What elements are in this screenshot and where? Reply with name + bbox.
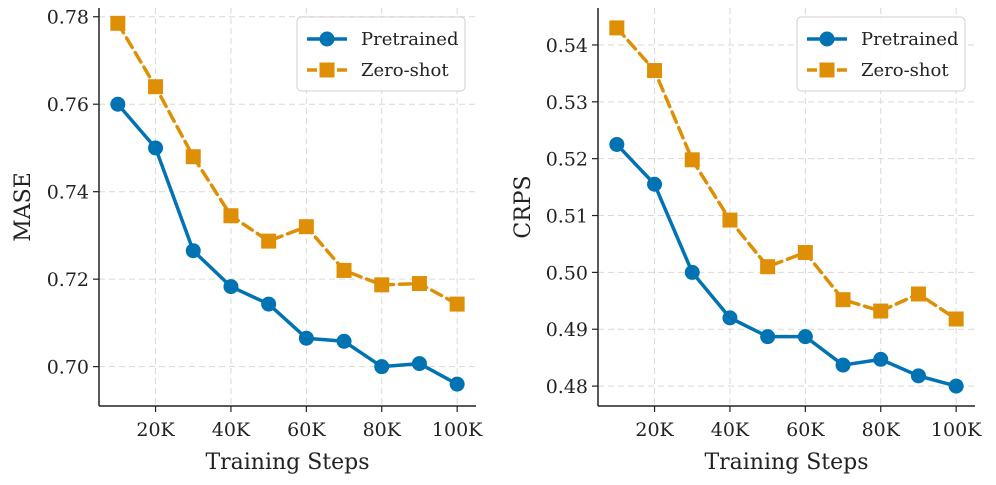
data-point-pretrained: [449, 376, 465, 392]
data-point-zero-shot: [148, 79, 164, 95]
legend-label-pretrained: Pretrained: [861, 29, 958, 50]
data-point-zero-shot: [336, 262, 352, 278]
data-point-zero-shot: [298, 219, 314, 235]
data-point-pretrained: [110, 96, 126, 112]
data-point-zero-shot: [449, 296, 465, 312]
legend-frame: [796, 16, 966, 92]
data-point-pretrained: [797, 329, 813, 345]
series-line-pretrained: [116, 102, 459, 386]
y-tick-label: 0.72: [47, 269, 89, 291]
data-point-pretrained: [411, 356, 427, 372]
data-point-pretrained: [684, 264, 700, 280]
legend-label-zero-shot: Zero-shot: [861, 60, 949, 81]
x-tick-label: 100K: [432, 419, 483, 441]
data-point-pretrained: [336, 333, 352, 349]
data-point-pretrained: [223, 279, 239, 295]
series-line-zero-shot: [116, 21, 459, 306]
y-tick-label: 0.74: [47, 182, 89, 204]
legend-label-zero-shot: Zero-shot: [361, 60, 449, 81]
y-tick-label: 0.70: [47, 357, 89, 379]
legend: Pretrained Zero-shot: [796, 16, 966, 92]
data-point-pretrained: [298, 330, 314, 346]
y-tick-label: 0.78: [47, 7, 89, 29]
legend-marker-zero-shot: [819, 62, 835, 78]
data-point-zero-shot: [948, 311, 964, 327]
x-axis-title: Training Steps: [704, 450, 868, 475]
series-line-zero-shot: [615, 26, 958, 321]
data-point-pretrained: [760, 329, 776, 345]
data-point-pretrained: [609, 136, 625, 152]
data-point-zero-shot: [609, 20, 625, 36]
data-point-pretrained: [948, 378, 964, 394]
x-tick-label: 40K: [212, 419, 251, 441]
y-axis-title: CRPS: [511, 175, 536, 238]
x-tick-label: 20K: [635, 419, 674, 441]
legend-label-pretrained: Pretrained: [361, 29, 458, 50]
legend-marker-pretrained: [819, 31, 835, 47]
legend-marker-zero-shot: [319, 62, 335, 78]
y-tick-label: 0.53: [546, 92, 588, 114]
x-tick-label: 100K: [931, 419, 982, 441]
data-point-zero-shot: [722, 212, 738, 228]
data-point-zero-shot: [760, 259, 776, 275]
legend-frame: [296, 16, 466, 92]
data-point-zero-shot: [261, 233, 277, 249]
data-point-zero-shot: [411, 276, 427, 292]
legend: Pretrained Zero-shot: [296, 16, 466, 92]
data-point-zero-shot: [185, 149, 201, 165]
data-point-pretrained: [261, 296, 277, 312]
data-point-zero-shot: [873, 303, 889, 319]
data-point-zero-shot: [110, 15, 126, 31]
chart-crps: 0.48 0.49 0.50 0.51 0.52 0.53 0.54 20K 40K 60K 80K…: [511, 8, 982, 475]
y-tick-label: 0.49: [546, 319, 588, 341]
series-line-pretrained: [615, 142, 958, 388]
legend-marker-pretrained: [319, 31, 335, 47]
y-tick-label: 0.50: [546, 262, 588, 284]
y-tick-label: 0.52: [546, 149, 588, 171]
x-tick-label: 80K: [363, 419, 402, 441]
data-point-zero-shot: [374, 277, 390, 293]
data-point-zero-shot: [835, 292, 851, 308]
x-tick-label: 80K: [862, 419, 901, 441]
data-point-pretrained: [185, 243, 201, 259]
y-axis-title: MASE: [11, 172, 36, 242]
chart-mase: 0.70 0.72 0.74 0.76 0.78 20K 40K 60K 80K 100K Trai…: [11, 7, 483, 475]
y-tick-label: 0.54: [546, 35, 588, 57]
data-point-pretrained: [873, 351, 889, 367]
x-axis-title: Training Steps: [205, 450, 369, 475]
y-tick-label: 0.51: [546, 206, 588, 228]
data-point-zero-shot: [910, 286, 926, 302]
x-tick-label: 40K: [711, 419, 750, 441]
data-point-pretrained: [910, 368, 926, 384]
data-point-pretrained: [148, 140, 164, 156]
x-tick-label: 60K: [786, 419, 825, 441]
data-point-pretrained: [374, 359, 390, 375]
data-point-zero-shot: [647, 63, 663, 79]
x-tick-label: 20K: [136, 419, 175, 441]
y-tick-label: 0.76: [47, 94, 89, 116]
data-point-zero-shot: [223, 208, 239, 224]
data-point-pretrained: [647, 176, 663, 192]
data-point-zero-shot: [797, 244, 813, 260]
y-tick-label: 0.48: [546, 376, 588, 398]
data-point-pretrained: [722, 310, 738, 326]
data-point-zero-shot: [684, 152, 700, 168]
data-point-pretrained: [835, 357, 851, 373]
x-tick-label: 60K: [287, 419, 326, 441]
